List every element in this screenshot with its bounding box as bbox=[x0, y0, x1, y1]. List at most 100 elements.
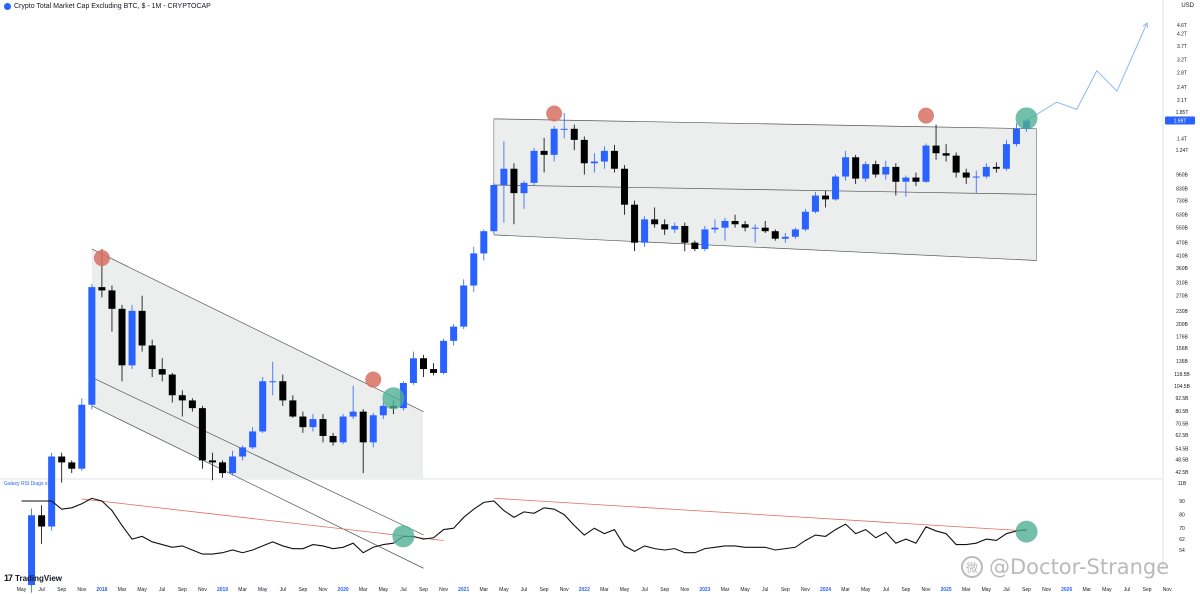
time-tick-label: Jul bbox=[641, 587, 647, 593]
candle-body bbox=[219, 462, 226, 474]
price-tick-label: 360B bbox=[1176, 266, 1188, 272]
candle-body bbox=[671, 225, 679, 230]
descending-channel-fill bbox=[91, 248, 423, 478]
time-tick-label: Sep bbox=[660, 587, 669, 593]
time-tick-label: May bbox=[740, 587, 750, 593]
candle-body bbox=[128, 310, 136, 366]
price-tick-label: 1.85T bbox=[1176, 110, 1189, 116]
time-tick-label: Nov bbox=[560, 587, 569, 593]
chart-header: Crypto Total Market Cap Excluding BTC, $… bbox=[4, 1, 211, 11]
time-tick-label: Mar bbox=[600, 587, 609, 593]
candle-body bbox=[88, 287, 96, 405]
price-tick-label: 136B bbox=[1176, 359, 1188, 365]
candle-body bbox=[832, 176, 840, 200]
candle-body bbox=[58, 456, 66, 463]
symbol-icon bbox=[4, 2, 11, 10]
watermark-text: @Doctor-Strange bbox=[989, 555, 1170, 579]
time-tick-label: Sep bbox=[298, 587, 307, 593]
price-tick-label: 1.4T bbox=[1177, 137, 1187, 143]
price-tick-label: 200B bbox=[1176, 322, 1188, 328]
candle-body bbox=[229, 456, 237, 474]
time-tick-label: May bbox=[137, 587, 147, 593]
candle-body bbox=[681, 225, 689, 243]
candle-body bbox=[299, 416, 307, 428]
candle-body bbox=[208, 460, 216, 463]
time-tick-label: Mar bbox=[238, 587, 247, 593]
candle-body bbox=[631, 204, 639, 243]
candle-body bbox=[550, 128, 558, 155]
candle-body bbox=[751, 227, 759, 229]
candle-body bbox=[560, 128, 568, 130]
price-tick-label: 62.5B bbox=[1175, 433, 1189, 439]
rsi-tick-label: 90 bbox=[1179, 499, 1185, 505]
price-tick-label: 48.5B bbox=[1175, 457, 1189, 463]
time-tick-label: Sep bbox=[178, 587, 187, 593]
candle-body bbox=[198, 408, 206, 461]
time-tick-label: 2021 bbox=[458, 587, 469, 593]
rsi-trendline bbox=[493, 497, 1027, 532]
candle-body bbox=[480, 231, 488, 254]
currency-label: USD bbox=[1181, 3, 1194, 9]
time-tick-label: Jul bbox=[280, 587, 286, 593]
chart-title: Crypto Total Market Cap Excluding BTC, $… bbox=[14, 2, 211, 10]
price-tick-label: 42.5B bbox=[1175, 470, 1189, 476]
rsi-tick-label: 62 bbox=[1179, 537, 1185, 543]
price-tick-label: 70.5B bbox=[1175, 422, 1189, 428]
green-marker bbox=[1015, 107, 1038, 130]
time-tick-label: May bbox=[499, 587, 509, 593]
time-tick-label: May bbox=[379, 587, 389, 593]
time-tick-label: Sep bbox=[1143, 587, 1152, 593]
candle-body bbox=[339, 416, 347, 443]
candle-body bbox=[68, 462, 76, 469]
candle-body bbox=[771, 231, 779, 239]
range-channel-mid bbox=[493, 184, 1037, 195]
descending-channel-lower bbox=[91, 405, 424, 569]
candle-body bbox=[822, 195, 829, 200]
price-tick-label: 270B bbox=[1176, 294, 1188, 300]
time-tick-label: Mar bbox=[962, 587, 971, 593]
indicator-name: Galaxy RSI Diags v3 bbox=[4, 481, 51, 487]
time-tick-label: Jul bbox=[883, 587, 889, 593]
candle-body bbox=[158, 369, 166, 375]
green-marker bbox=[382, 387, 405, 410]
candle-body bbox=[510, 168, 518, 194]
candle-body bbox=[309, 419, 317, 428]
candle-body bbox=[942, 153, 950, 156]
range-channel-lower bbox=[493, 234, 1037, 261]
candle-body bbox=[470, 253, 478, 286]
candle-body bbox=[701, 229, 709, 249]
candle-body bbox=[570, 128, 578, 140]
candle-body bbox=[580, 139, 588, 164]
time-tick-label: Mar bbox=[1082, 587, 1091, 593]
time-tick-label: Nov bbox=[922, 587, 931, 593]
time-tick-label: Mar bbox=[479, 587, 488, 593]
time-tick-label: Sep bbox=[901, 587, 910, 593]
time-tick-label: Jul bbox=[159, 587, 165, 593]
price-tick-label: 3.2T bbox=[1177, 58, 1187, 64]
candle-body bbox=[902, 177, 910, 182]
rsi-tick-label: 54 bbox=[1179, 548, 1185, 554]
candle-body bbox=[661, 224, 669, 230]
time-tick-label: Jul bbox=[762, 587, 768, 593]
candle-body bbox=[168, 374, 176, 396]
red-marker bbox=[93, 250, 110, 267]
time-tick-label: Jul bbox=[1003, 587, 1009, 593]
rsi-green-marker bbox=[1015, 520, 1038, 543]
tradingview-label: TradingView bbox=[15, 573, 62, 583]
candle-body bbox=[420, 358, 427, 370]
candle-body bbox=[610, 150, 618, 169]
time-tick-label: Nov bbox=[1042, 587, 1051, 593]
candle-body bbox=[289, 400, 297, 417]
candle-body bbox=[38, 515, 46, 527]
candle-body bbox=[641, 219, 649, 243]
range-channel-upper bbox=[493, 118, 1037, 130]
time-tick-label: Nov bbox=[439, 587, 448, 593]
rsi-line bbox=[21, 497, 1027, 555]
time-tick-label: Sep bbox=[57, 587, 66, 593]
candle-body bbox=[249, 431, 257, 448]
candle-body bbox=[982, 166, 990, 177]
price-tick-label: 156B bbox=[1176, 346, 1188, 352]
price-tick-label: 960B bbox=[1176, 173, 1188, 179]
candle-body bbox=[520, 182, 528, 194]
